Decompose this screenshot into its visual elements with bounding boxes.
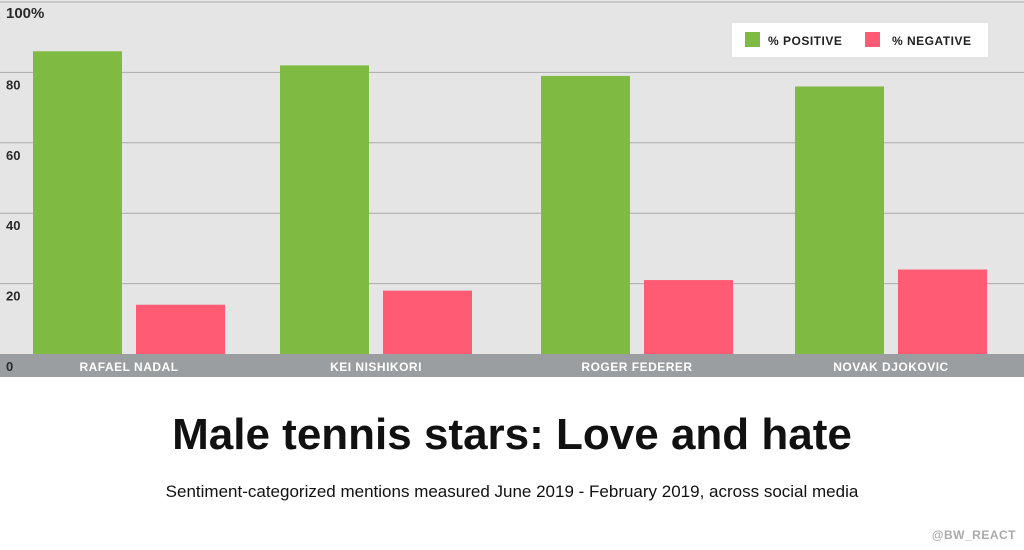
bar-negative: [898, 269, 987, 354]
bar-negative: [644, 280, 733, 354]
x-axis-band: [0, 354, 1024, 377]
x-tick-label: RAFAEL NADAL: [79, 360, 178, 374]
y-tick-label: 0: [6, 359, 13, 374]
bar-positive: [280, 65, 369, 355]
legend-swatch: [745, 32, 760, 47]
y-tick-label: 80: [6, 77, 20, 92]
legend-swatch: [865, 32, 880, 47]
x-axis-ticks: RAFAEL NADAL KEI NISHIKORI ROGER FEDERER NO…: [79, 360, 948, 374]
y-tick-label: 60: [6, 148, 20, 163]
legend-label: % POSITIVE: [768, 34, 842, 48]
y-tick-label: 100%: [6, 5, 44, 22]
legend: % POSITIVE % NEGATIVE: [732, 23, 988, 57]
x-tick-label: KEI NISHIKORI: [330, 360, 422, 374]
bar-positive: [33, 51, 122, 354]
bar-positive: [795, 86, 884, 354]
bar-negative: [136, 304, 225, 354]
bars: [33, 51, 987, 355]
bar-negative: [383, 290, 472, 354]
chart-subtitle: Sentiment-categorized mentions measured …: [165, 482, 859, 501]
x-tick-label: ROGER FEDERER: [581, 360, 692, 374]
y-tick-label: 20: [6, 289, 20, 304]
y-axis-ticks: 0 20 40 60 80 100%: [6, 5, 44, 374]
chart-title: Male tennis stars: Love and hate: [172, 410, 852, 459]
legend-box: [732, 23, 988, 57]
legend-label: % NEGATIVE: [892, 34, 971, 48]
credit-handle: @BW_REACT: [931, 528, 1016, 542]
x-tick-label: NOVAK DJOKOVIC: [833, 360, 948, 374]
bar-positive: [541, 75, 630, 355]
y-tick-label: 40: [6, 218, 20, 233]
